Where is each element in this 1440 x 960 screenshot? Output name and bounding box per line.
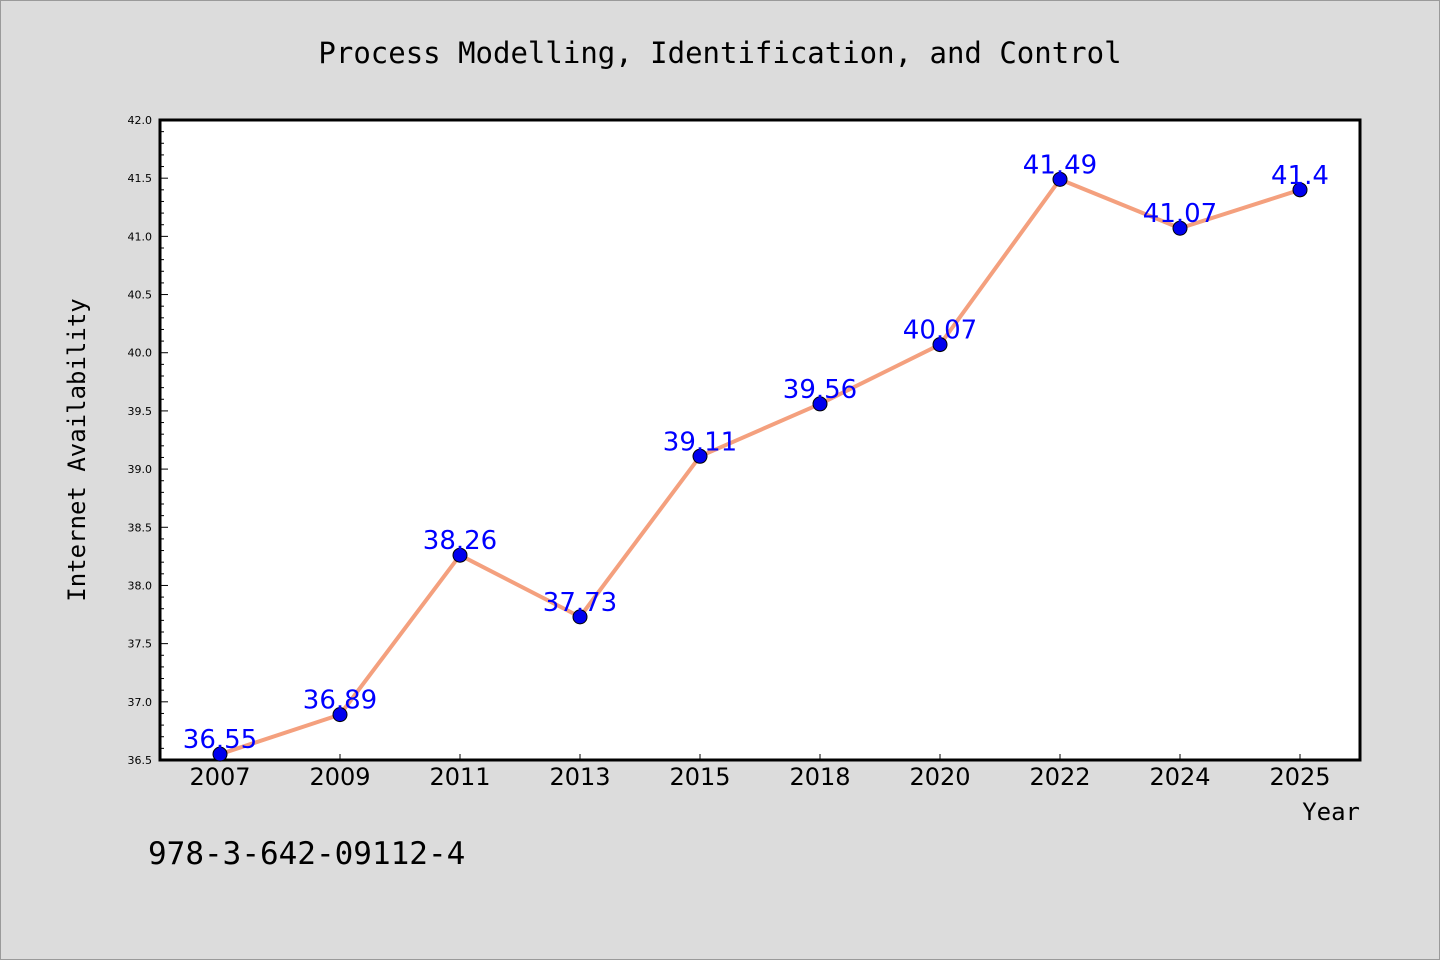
y-tick-label: 37.0	[128, 696, 153, 709]
x-tick-label: 2009	[309, 763, 370, 791]
x-tick-label: 2022	[1029, 763, 1090, 791]
x-tick-label: 2025	[1269, 763, 1330, 791]
data-point	[692, 448, 708, 464]
y-tick-label: 40.5	[128, 289, 153, 302]
x-tick-label: 2018	[789, 763, 850, 791]
data-point	[572, 609, 588, 625]
data-label: 38.26	[423, 526, 497, 556]
data-label: 41.07	[1143, 199, 1217, 229]
y-tick-label: 37.5	[128, 638, 153, 651]
data-point	[452, 547, 468, 563]
data-label: 36.55	[183, 725, 257, 755]
x-tick-label: 2007	[189, 763, 250, 791]
y-axis: 36.5 37.0 37.5 38.0 38.5 39.0 39.5 40.0 40.5 41.0…	[128, 114, 168, 767]
data-label: 41.49	[1023, 150, 1097, 180]
x-tick-label: 2011	[429, 763, 490, 791]
data-label: 37.73	[543, 588, 617, 618]
x-axis-label: Year	[1302, 798, 1360, 826]
data-point	[212, 746, 228, 762]
y-axis-label: Internet Availability	[63, 298, 91, 601]
isbn-text: 978-3-642-09112-4	[148, 836, 465, 872]
data-point	[932, 337, 948, 353]
data-point	[1172, 220, 1188, 236]
data-point	[812, 396, 828, 412]
series-line-group	[219, 177, 1301, 757]
chart-title: Process Modelling, Identification, and C…	[318, 36, 1121, 70]
data-point	[1052, 171, 1068, 187]
data-label: 40.07	[903, 316, 977, 346]
series-line	[219, 177, 1301, 757]
y-tick-label: 38.0	[128, 579, 153, 592]
y-tick-label: 41.5	[128, 172, 153, 185]
x-tick-label: 2013	[549, 763, 610, 791]
marker-group	[212, 171, 1308, 762]
y-tick-label: 39.0	[128, 463, 153, 476]
y-tick-label: 36.5	[128, 754, 153, 767]
y-tick-label: 38.5	[128, 521, 153, 534]
data-label: 39.11	[663, 427, 737, 457]
data-label: 39.56	[783, 375, 857, 405]
data-label: 36.89	[303, 686, 377, 716]
x-tick-label: 2024	[1149, 763, 1210, 791]
x-axis: 2007 2009 2011 2013 2015 2018 2020 2022 2024 2025	[189, 754, 1331, 791]
y-tick-label: 42.0	[128, 114, 153, 127]
y-tick-label: 39.5	[128, 405, 153, 418]
data-label-group: 36.55 36.89 38.26 37.73 39.11 39.56 40.07 41.49…	[183, 150, 1329, 755]
data-point	[332, 707, 348, 723]
plot-area	[158, 118, 1362, 762]
y-tick-label: 40.0	[128, 347, 153, 360]
data-label: 41.4	[1271, 161, 1329, 191]
x-tick-label: 2015	[669, 763, 730, 791]
x-tick-label: 2020	[909, 763, 970, 791]
data-point	[1292, 182, 1308, 198]
y-tick-label: 41.0	[128, 230, 153, 243]
